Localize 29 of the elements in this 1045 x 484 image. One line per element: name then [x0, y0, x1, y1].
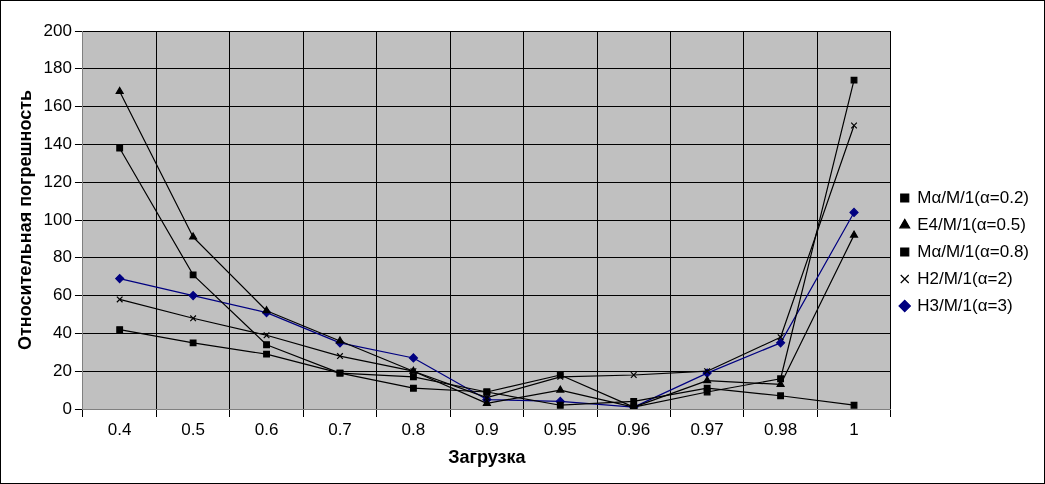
legend-label: H2/M/1(α=2): [917, 268, 1013, 288]
x-axis-title: Загрузка: [448, 447, 527, 468]
legend-label: E4/M/1(α=0.5): [917, 214, 1026, 234]
x-tick-label: 0.97: [690, 419, 724, 439]
x-tick-label: 0.5: [181, 419, 205, 439]
y-tick-label: 20: [53, 360, 72, 380]
y-tick-label: 140: [43, 134, 72, 154]
x-tick-label: 0.9: [475, 419, 499, 439]
legend-label: Mα/M/1(α=0.2): [917, 187, 1029, 207]
y-tick-label: 40: [53, 323, 72, 343]
y-tick-label: 180: [43, 58, 72, 78]
y-tick-label: 160: [43, 96, 72, 116]
y-tick-label: 80: [53, 247, 72, 267]
x-tick-label: 0.98: [764, 419, 798, 439]
x-tick-label: 0.6: [254, 419, 279, 439]
x-tick-label: 1: [849, 419, 859, 439]
x-tick-label: 0.4: [107, 419, 132, 439]
x-tick-label: 0.95: [543, 419, 577, 439]
x-tick-label: 0.8: [401, 419, 426, 439]
x-tick-label: 0.96: [617, 419, 651, 439]
legend-label: Mα/M/1(α=0.8): [917, 241, 1029, 261]
legend-label: H3/M/1(α=3): [917, 295, 1013, 315]
y-tick-label: 100: [43, 209, 72, 229]
y-tick-label: 200: [43, 20, 72, 40]
y-tick-label: 120: [43, 171, 72, 191]
y-tick-label: 60: [53, 285, 72, 305]
y-tick-label: 0: [62, 398, 72, 418]
x-tick-label: 0.7: [328, 419, 352, 439]
y-axis-title: Относительная погрешность: [14, 89, 35, 351]
